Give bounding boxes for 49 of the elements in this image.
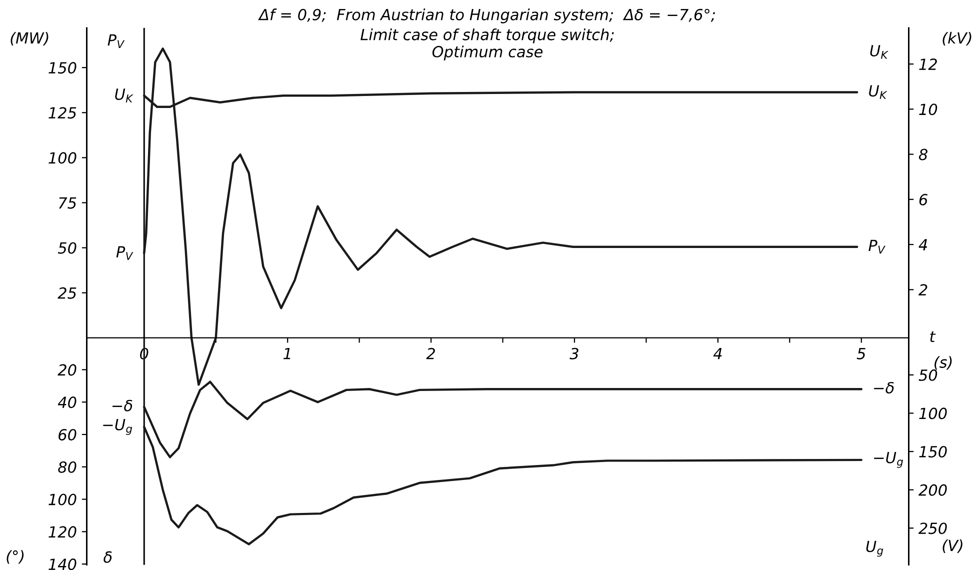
y-tick-label: 140 [48, 558, 76, 570]
series-label: U$_{K}$ [115, 88, 134, 102]
y2-tick-label: 6 [919, 194, 928, 206]
y2-tick-label: 100 [919, 408, 947, 420]
y2-tick-label: 4 [918, 239, 928, 250]
y-tick-label: 120 [48, 526, 76, 538]
chart-title: Δf = 0,9; From Austrian to Hungarian system; Δδ = −7,6°; [258, 8, 715, 24]
text: −δ [874, 382, 894, 394]
y-tick-label: 60 [58, 428, 76, 441]
y-axis-title: (MW) [10, 32, 48, 46]
x-tick-label: 1 [283, 348, 290, 360]
y2-tick-label: 8 [918, 148, 928, 160]
y2-tick-label: 200 [918, 484, 947, 496]
y-axis-title: (°) [6, 550, 24, 564]
annotation: U$_{K}$ [870, 45, 888, 59]
y2-axis-title: (V) [942, 539, 962, 553]
text: P$_{V}$ [868, 240, 886, 254]
y2-tick-label: 2 [918, 284, 928, 296]
y-tick-label: 20 [58, 364, 76, 376]
y-tick-label: 75 [59, 197, 76, 209]
y2-tick-label: 50 [918, 369, 938, 381]
annotation: P$_{V}$ [108, 34, 125, 48]
y2-axis-title: (kV) [942, 32, 972, 46]
y2-tick-label: 10 [919, 104, 938, 116]
text: −U$_{g}$ [874, 452, 903, 468]
series-label: −δ [112, 400, 132, 412]
annotation: U$_{g}$ [866, 540, 884, 557]
y-tick-label: 25 [58, 287, 76, 299]
y-tick-label: 100 [48, 494, 76, 506]
x-tick-label: 2 [426, 348, 435, 360]
y2-tick-label: 150 [919, 446, 947, 458]
y-tick-label: 125 [48, 107, 76, 119]
x-tick-label: 3 [570, 348, 578, 360]
text: Limit case of shaft torque switch; Optimum case [360, 28, 614, 60]
y2-tick-label: 250 [918, 522, 947, 534]
y2-tick-label: 12 [919, 58, 937, 70]
y-tick-label: 40 [58, 396, 76, 408]
x-tick-label: 5 [856, 348, 866, 360]
series-label: −U$_{g}$ [103, 419, 132, 435]
y-tick-label: 100 [48, 152, 76, 164]
y-tick-label: 80 [58, 461, 76, 473]
x-tick-label: 4 [713, 348, 722, 360]
text: U$_{K}$ [869, 85, 888, 99]
annotation: δ [104, 551, 112, 563]
text: (s) [934, 356, 952, 370]
x-axis-title: t [930, 331, 936, 342]
y-tick-label: 150 [48, 62, 76, 74]
y-tick-label: 50 [58, 242, 76, 254]
series-label: P$_{V}$ [116, 246, 134, 260]
